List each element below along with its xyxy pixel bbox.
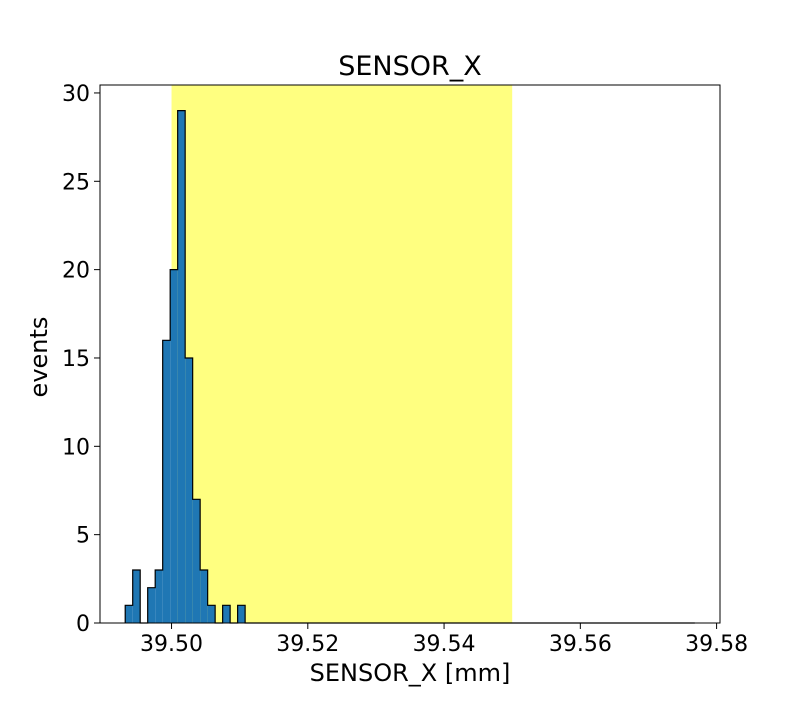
histogram-bar (132, 569, 141, 623)
y-tick-label: 30 (62, 82, 90, 107)
chart-title: SENSOR_X (338, 51, 482, 82)
histogram-bar (207, 605, 216, 623)
histogram-bar (222, 605, 231, 623)
x-tick-label: 39.52 (276, 632, 339, 657)
y-tick-label: 0 (76, 612, 90, 637)
highlight-band-layer (171, 85, 513, 623)
x-tick-label: 39.56 (549, 632, 612, 657)
histogram-bar (200, 569, 208, 623)
histogram-bar (125, 605, 133, 623)
histogram-bar (237, 605, 246, 623)
axes-layer: 39.50 39.52 39.54 39.56 39.58 0 5 10 15 20 25 30 (62, 82, 748, 657)
histogram-bar (177, 110, 186, 624)
histogram-bar (155, 569, 163, 623)
y-tick-label: 10 (62, 435, 90, 460)
y-tick-label: 15 (62, 347, 90, 372)
histogram-bar (192, 499, 201, 623)
x-tick-label: 39.50 (140, 632, 203, 657)
x-tick-label: 39.54 (413, 632, 476, 657)
histogram-bar (185, 357, 193, 623)
histogram-bar (170, 269, 178, 623)
histogram-bar (147, 587, 156, 623)
plot-frame (99, 84, 721, 624)
x-axis-label: SENSOR_X [mm] (310, 659, 511, 687)
highlight-band (171, 85, 513, 623)
y-tick-label: 5 (76, 524, 90, 549)
y-tick-label: 20 (62, 259, 90, 284)
histogram-bar (162, 340, 171, 623)
x-tick-label: 39.58 (685, 632, 748, 657)
y-axis-label: events (25, 317, 53, 398)
y-tick-label: 25 (62, 170, 90, 195)
